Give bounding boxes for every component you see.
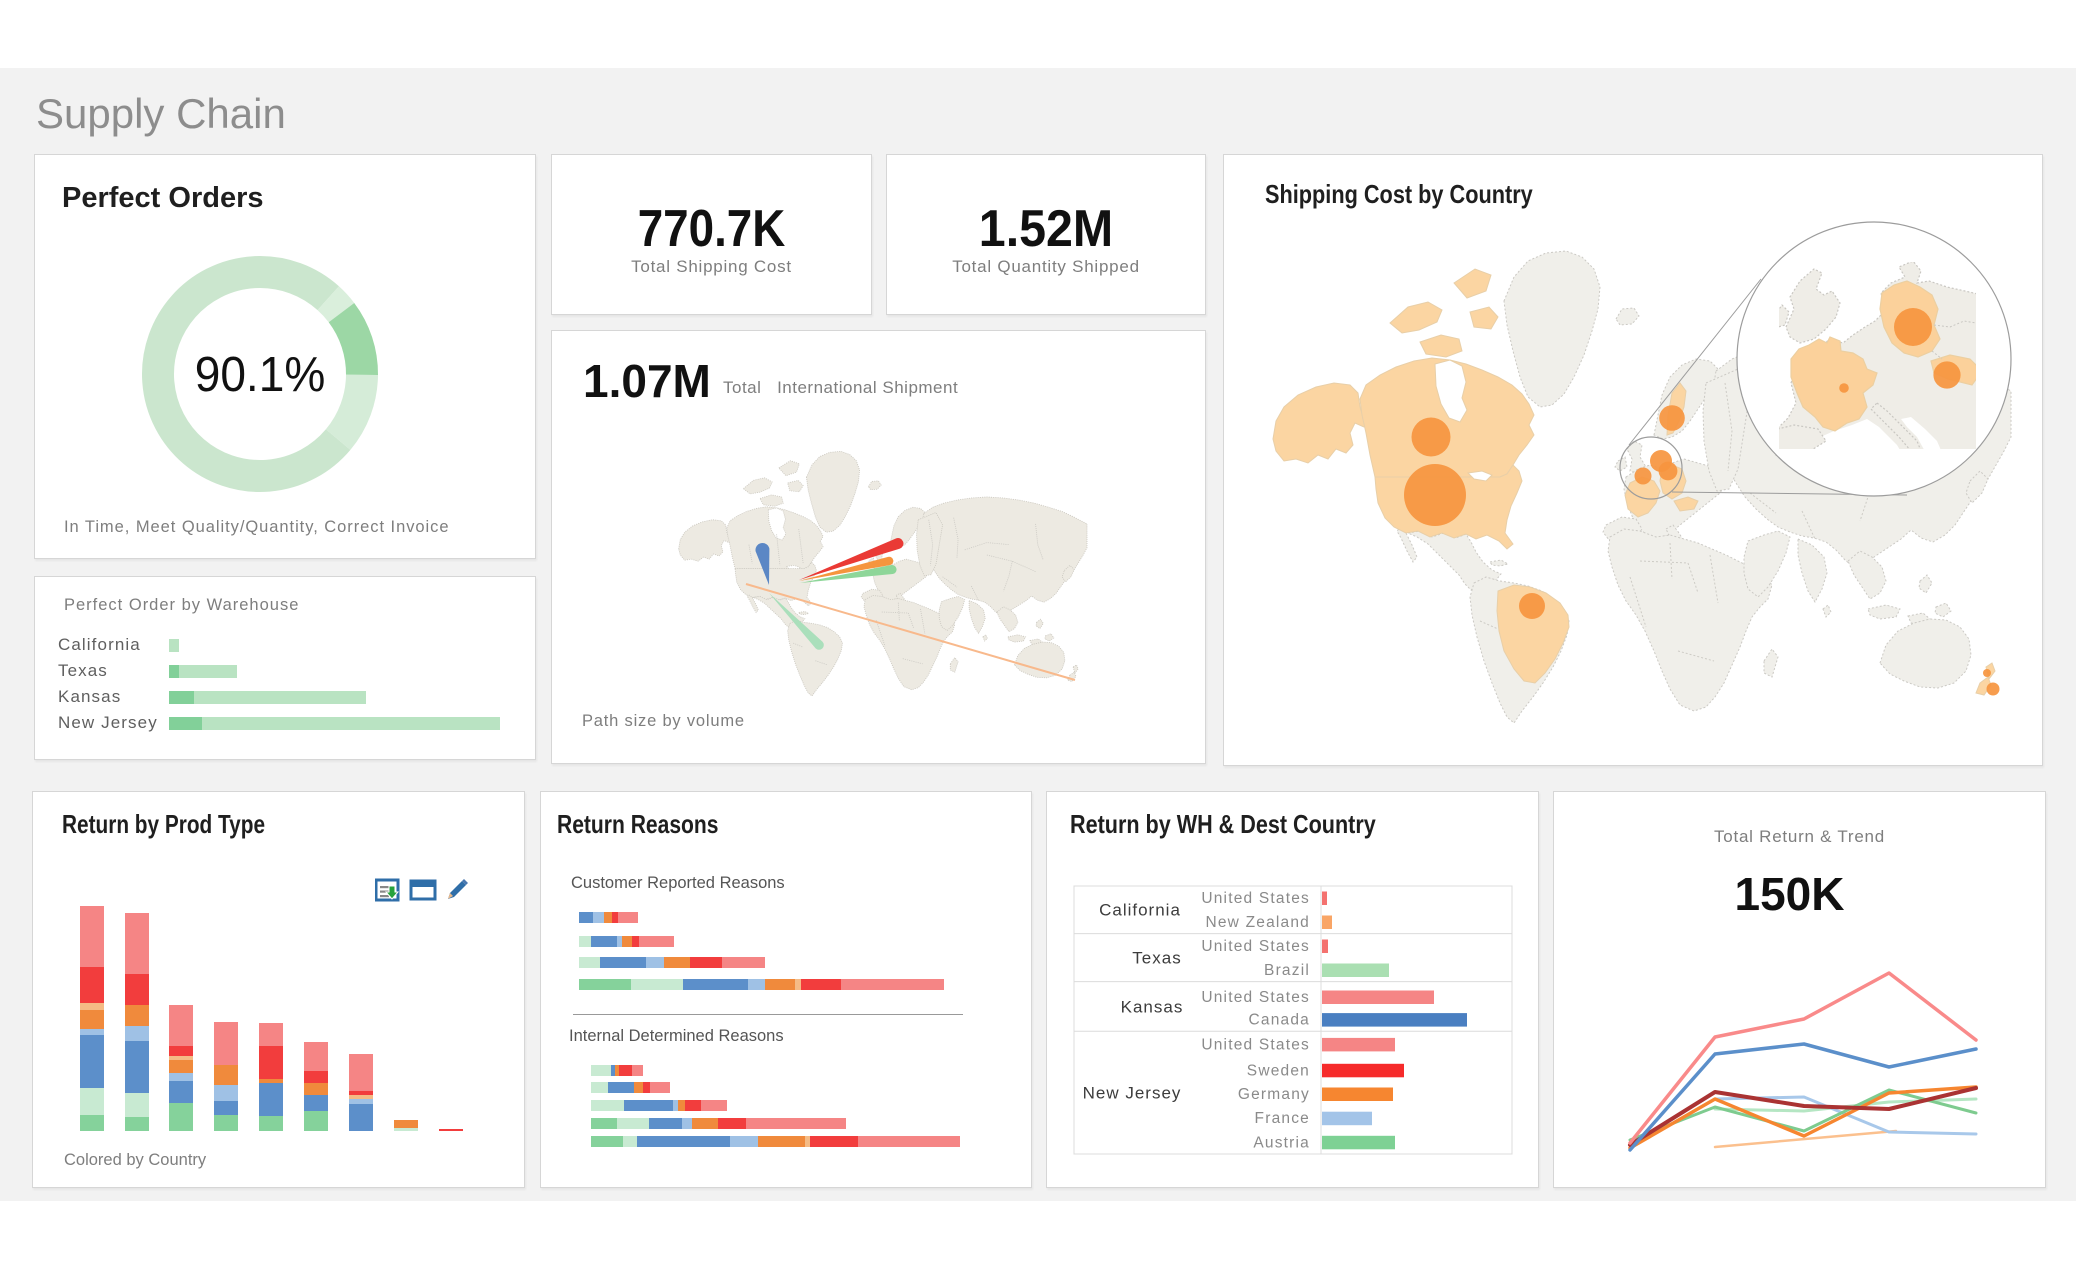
svg-text:New Jersey: New Jersey	[1083, 1084, 1182, 1103]
svg-text:Sweden: Sweden	[1247, 1062, 1310, 1079]
svg-text:Canada: Canada	[1249, 1012, 1311, 1029]
svg-text:United States: United States	[1201, 1036, 1310, 1053]
svg-text:Brazil: Brazil	[1264, 962, 1310, 979]
svg-text:California: California	[1099, 901, 1181, 920]
svg-text:Texas: Texas	[1132, 949, 1181, 968]
svg-text:France: France	[1255, 1110, 1310, 1127]
svg-text:Austria: Austria	[1253, 1134, 1310, 1151]
svg-text:United States: United States	[1201, 938, 1310, 955]
svg-text:Germany: Germany	[1238, 1086, 1310, 1103]
svg-text:Kansas: Kansas	[1121, 997, 1184, 1016]
svg-text:United States: United States	[1201, 890, 1310, 907]
svg-text:United States: United States	[1201, 989, 1310, 1006]
svg-text:New Zealand: New Zealand	[1205, 914, 1310, 931]
